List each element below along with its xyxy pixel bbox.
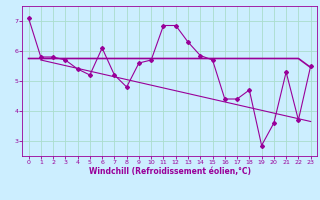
X-axis label: Windchill (Refroidissement éolien,°C): Windchill (Refroidissement éolien,°C) (89, 167, 251, 176)
